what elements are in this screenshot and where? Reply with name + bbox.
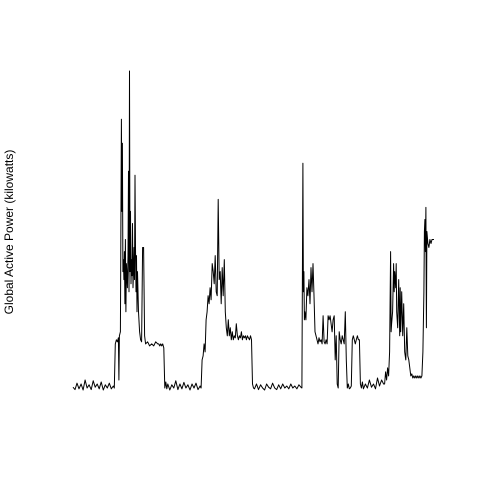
y-axis-label: Global Active Power (kilowatts): [2, 150, 16, 315]
series-line-1: [72, 70, 434, 391]
plot-area: [72, 70, 434, 391]
